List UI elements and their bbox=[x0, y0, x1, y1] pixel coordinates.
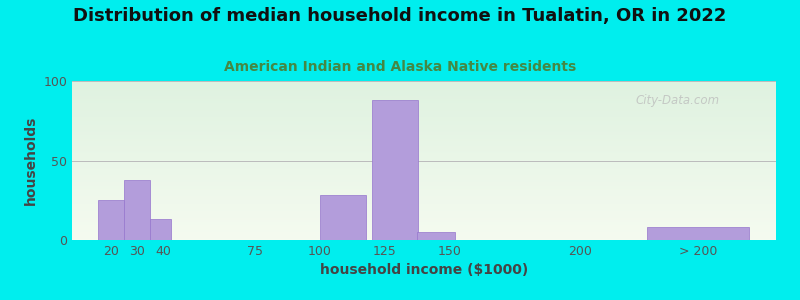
X-axis label: household income ($1000): household income ($1000) bbox=[320, 263, 528, 278]
Text: Distribution of median household income in Tualatin, OR in 2022: Distribution of median household income … bbox=[74, 8, 726, 26]
Bar bbox=[320, 196, 366, 240]
Text: American Indian and Alaska Native residents: American Indian and Alaska Native reside… bbox=[224, 60, 576, 74]
Bar bbox=[646, 227, 749, 240]
Bar bbox=[372, 100, 418, 240]
Text: City-Data.com: City-Data.com bbox=[635, 94, 719, 107]
Bar bbox=[150, 219, 171, 240]
Bar bbox=[98, 200, 124, 240]
Bar bbox=[417, 232, 455, 240]
Bar bbox=[125, 180, 150, 240]
Y-axis label: households: households bbox=[24, 116, 38, 205]
